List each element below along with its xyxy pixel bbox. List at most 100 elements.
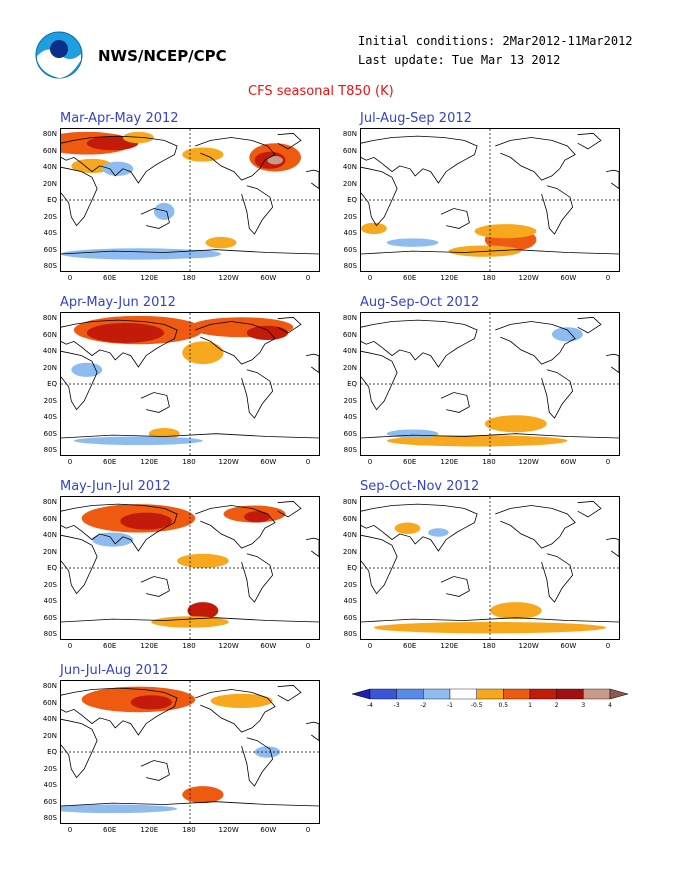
coastline [541,369,574,419]
lat-label: 80N [342,498,357,506]
coastline [541,185,574,235]
lat-label: 60N [342,330,357,339]
lat-label: 20N [42,363,57,372]
lat-label: EQ [347,564,357,572]
coastline [61,350,98,411]
lat-label: 60N [42,330,57,339]
lon-label: 180 [182,642,196,650]
lat-label: 40N [342,347,357,355]
lat-label: 20S [43,212,57,221]
lon-label: 0 [305,274,311,282]
colorbar-swatch [449,688,477,700]
coastline [361,135,478,184]
colorbar-swatch [529,688,557,700]
lat-label: EQ [47,564,57,572]
last-update: Last update: Tue Mar 13 2012 [358,53,561,67]
org-title: NWS/NCEP/CPC [98,47,227,65]
anomaly-region [428,528,449,537]
coastline [61,319,178,368]
lat-label: 20S [43,580,57,589]
anomaly-region [120,512,172,530]
lat-label: 20S [343,580,357,589]
coastline [241,369,274,419]
colorbar-label: 1 [528,702,532,709]
lon-label: 0 [605,274,611,282]
lon-label: 0 [367,274,373,282]
lat-label: 80S [343,630,357,638]
anomaly-region [386,435,568,447]
coastline [61,534,98,595]
lat-label: 40N [342,163,357,171]
lat-label: 40N [342,531,357,539]
lon-label: 60W [260,642,277,650]
lon-label: 0 [305,826,311,834]
colorbar-label: -1 [447,702,453,709]
colorbar-swatch [369,688,397,700]
anomaly-region [484,415,547,433]
lon-label: 120W [518,458,539,466]
anomaly-region [187,602,219,620]
colorbar-label: -0.5 [470,702,483,709]
lat-label: 20N [342,363,357,372]
lon-label: 180 [182,458,196,466]
coastline [440,576,470,597]
lon-label: 0 [67,826,73,834]
coastline [61,166,98,227]
lon-label: 60W [260,826,277,834]
lat-label: 80S [43,446,57,454]
lat-label: 40N [42,163,57,171]
lon-label: 120E [440,642,459,650]
lat-label: 80N [342,314,357,322]
colorbar-swatch [396,688,424,700]
coastline [306,537,319,558]
coastline [440,392,470,413]
lat-label: EQ [47,748,57,756]
lat-label: 20N [342,179,357,188]
anomaly-region [254,746,281,758]
panel-title: Aug-Sep-Oct 2012 [360,295,480,310]
lon-label: 0 [305,642,311,650]
lon-label: 60E [102,826,117,834]
coastline [241,553,274,603]
anomaly-region [102,161,134,176]
coastline [361,350,398,411]
colorbar-arrow-high [609,688,629,700]
coastline [361,433,619,439]
colorbar-swatch [476,688,504,700]
coastline [61,801,319,807]
anomaly-region [182,341,224,365]
coastline [361,617,619,623]
colorbar-label: 3 [581,702,586,709]
coastline [277,684,302,702]
lon-label: 180 [482,458,496,466]
lat-label: 40S [343,229,357,237]
coastline [361,534,398,595]
lat-label: 20N [42,547,57,556]
lon-label: 0 [367,642,373,650]
lon-label: 60W [260,274,277,282]
lat-label: 40S [343,413,357,421]
anomaly-region [386,429,439,438]
lat-label: 60N [342,146,357,155]
lon-label: 60W [560,458,577,466]
colorbar-swatch [423,688,451,700]
lat-label: 20N [342,547,357,556]
anomaly-region [130,695,172,710]
lon-label: 120W [218,458,239,466]
coastline [606,537,619,558]
lat-label: 60S [343,245,357,254]
panel-title: Sep-Oct-Nov 2012 [360,479,480,494]
anomaly-region [210,693,273,708]
coastline [440,208,470,229]
colorbar-label: -4 [367,702,373,709]
colorbar-swatch [503,688,531,700]
coastline [140,576,170,597]
colorbar-swatch [556,688,584,700]
coastline [306,721,319,742]
anomaly-region [182,786,224,804]
anomaly-region [71,362,103,377]
colorbar-swatch [583,688,611,700]
lon-label: 120E [140,458,159,466]
coastline [195,505,276,549]
coastline [140,392,170,413]
